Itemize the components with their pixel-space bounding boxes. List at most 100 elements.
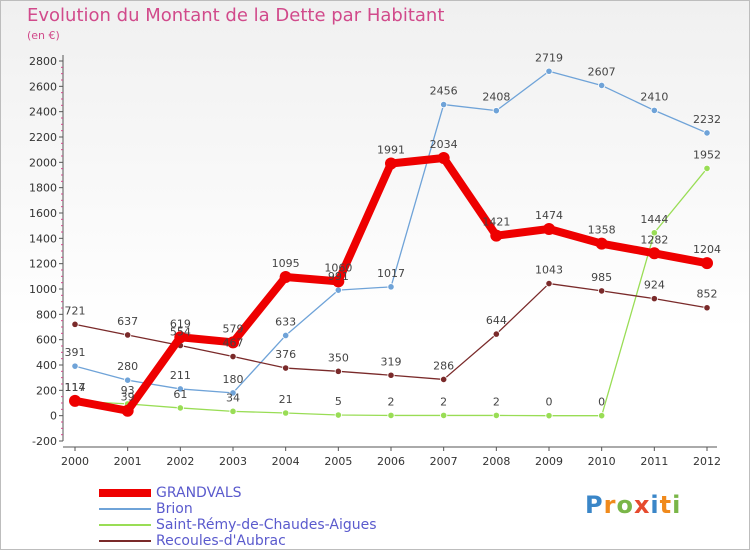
x-tick-label-2006: 2006 [377,455,405,468]
data-label-0-2001: 39 [121,391,135,404]
data-label-0-2000: 117 [65,381,86,394]
data-label-3-2004: 376 [275,348,296,361]
data-label-2-2010: 0 [598,396,605,409]
data-label-0-2007: 2034 [430,138,458,151]
logo-letter: o [616,491,634,519]
y-tick-label-2600: 2600 [29,80,57,93]
y-tick-label-800: 800 [36,308,57,321]
data-point-0-2001 [121,404,134,417]
data-point-2-2010 [598,412,606,420]
data-label-0-2009: 1474 [535,209,563,222]
data-label-2-2006: 2 [388,395,395,408]
legend-label: GRANDVALS [156,485,242,501]
legend-swatch [99,489,151,497]
data-label-2-2003: 34 [226,391,240,404]
data-point-2-2004 [282,409,290,417]
data-label-0-2002: 619 [170,317,191,330]
data-point-0-2009 [543,222,555,235]
y-tick-label--200: -200 [32,435,57,448]
data-label-3-2005: 350 [328,351,349,364]
y-tick-label-1000: 1000 [29,283,57,296]
data-label-2-2005: 5 [335,395,342,408]
x-tick-label-2010: 2010 [588,455,616,468]
data-point-3-2007 [440,375,448,384]
data-point-3-2003 [229,352,237,361]
data-point-2-2011 [650,229,658,237]
data-label-1-2009: 2719 [535,51,563,64]
data-label-3-2007: 286 [433,359,454,372]
data-point-1-2010 [598,81,606,90]
y-tick-label-1600: 1600 [29,207,57,220]
y-tick-label-1800: 1800 [29,182,57,195]
data-point-0-2012 [701,257,713,270]
data-point-3-2001 [124,331,132,339]
logo-letter: t [659,491,673,519]
data-point-0-2005 [332,275,345,288]
data-point-0-2007 [437,152,450,165]
y-tick-label-400: 400 [36,359,57,372]
y-tick-label-1400: 1400 [29,232,57,245]
data-point-2-2007 [440,411,448,420]
data-point-1-2011 [650,106,658,115]
data-label-3-2011: 924 [644,279,665,292]
data-label-0-2004: 1095 [272,257,300,270]
data-label-3-2003: 467 [223,337,244,350]
data-point-0-2003 [227,336,239,349]
legend-swatch [99,508,151,510]
data-point-0-2004 [279,270,292,283]
data-point-2-2003 [229,407,237,415]
data-point-1-2001 [124,376,132,384]
logo-letter: r [603,491,617,519]
data-point-1-2007 [440,100,448,109]
data-point-2-2002 [176,404,184,412]
data-label-1-2002: 211 [170,369,191,382]
data-point-1-2000 [71,362,79,370]
x-tick-label-2009: 2009 [535,455,563,468]
data-point-2-2012 [703,164,711,173]
data-label-3-2008: 644 [486,314,507,327]
data-label-1-2000: 391 [65,346,86,359]
y-tick-label-1200: 1200 [29,258,57,271]
data-point-2-2006 [387,411,395,420]
data-point-1-2009 [545,67,553,75]
legend-label: Recoules-d'Aubrac [156,533,286,549]
data-point-1-2002 [176,385,184,393]
data-label-1-2004: 633 [275,315,296,328]
x-tick-label-2004: 2004 [272,455,300,468]
data-label-3-2010: 985 [591,271,612,284]
y-tick-label-2200: 2200 [29,131,57,144]
data-point-0-2006 [385,157,397,170]
data-point-3-2006 [387,371,395,379]
data-point-1-2005 [334,286,342,294]
data-label-3-2009: 1043 [535,264,563,277]
data-label-0-2008: 1421 [482,216,510,229]
data-point-2-2008 [492,411,500,420]
data-label-0-2012: 1204 [693,243,721,256]
data-point-0-2002 [174,331,187,344]
data-point-3-2004 [282,364,290,372]
data-point-0-2010 [595,237,608,250]
legend-label: Saint-Rémy-de-Chaudes-Aigues [156,517,377,533]
y-tick-label-2000: 2000 [29,156,57,169]
x-tick-label-2007: 2007 [430,455,458,468]
data-label-3-2006: 319 [381,355,402,368]
data-point-1-2003 [229,389,237,397]
data-label-2-2008: 2 [493,395,500,408]
x-tick-label-2008: 2008 [482,455,510,468]
data-point-3-2008 [492,330,500,338]
data-label-1-2006: 1017 [377,267,405,280]
proxiti-logo: Proxiti [585,491,681,519]
data-label-2-2011: 1444 [640,213,668,226]
data-point-1-2004 [282,331,290,340]
x-tick-label-2002: 2002 [166,455,194,468]
data-point-1-2012 [703,129,711,137]
data-label-1-2011: 2410 [640,90,668,103]
y-tick-label-200: 200 [36,384,57,397]
data-point-3-2011 [650,295,658,303]
data-label-2-2000: 114 [65,381,86,394]
data-label-1-2003: 180 [223,373,244,386]
legend-label: Brion [156,501,193,517]
data-point-2-2005 [334,411,342,419]
data-label-1-2001: 280 [117,360,138,373]
